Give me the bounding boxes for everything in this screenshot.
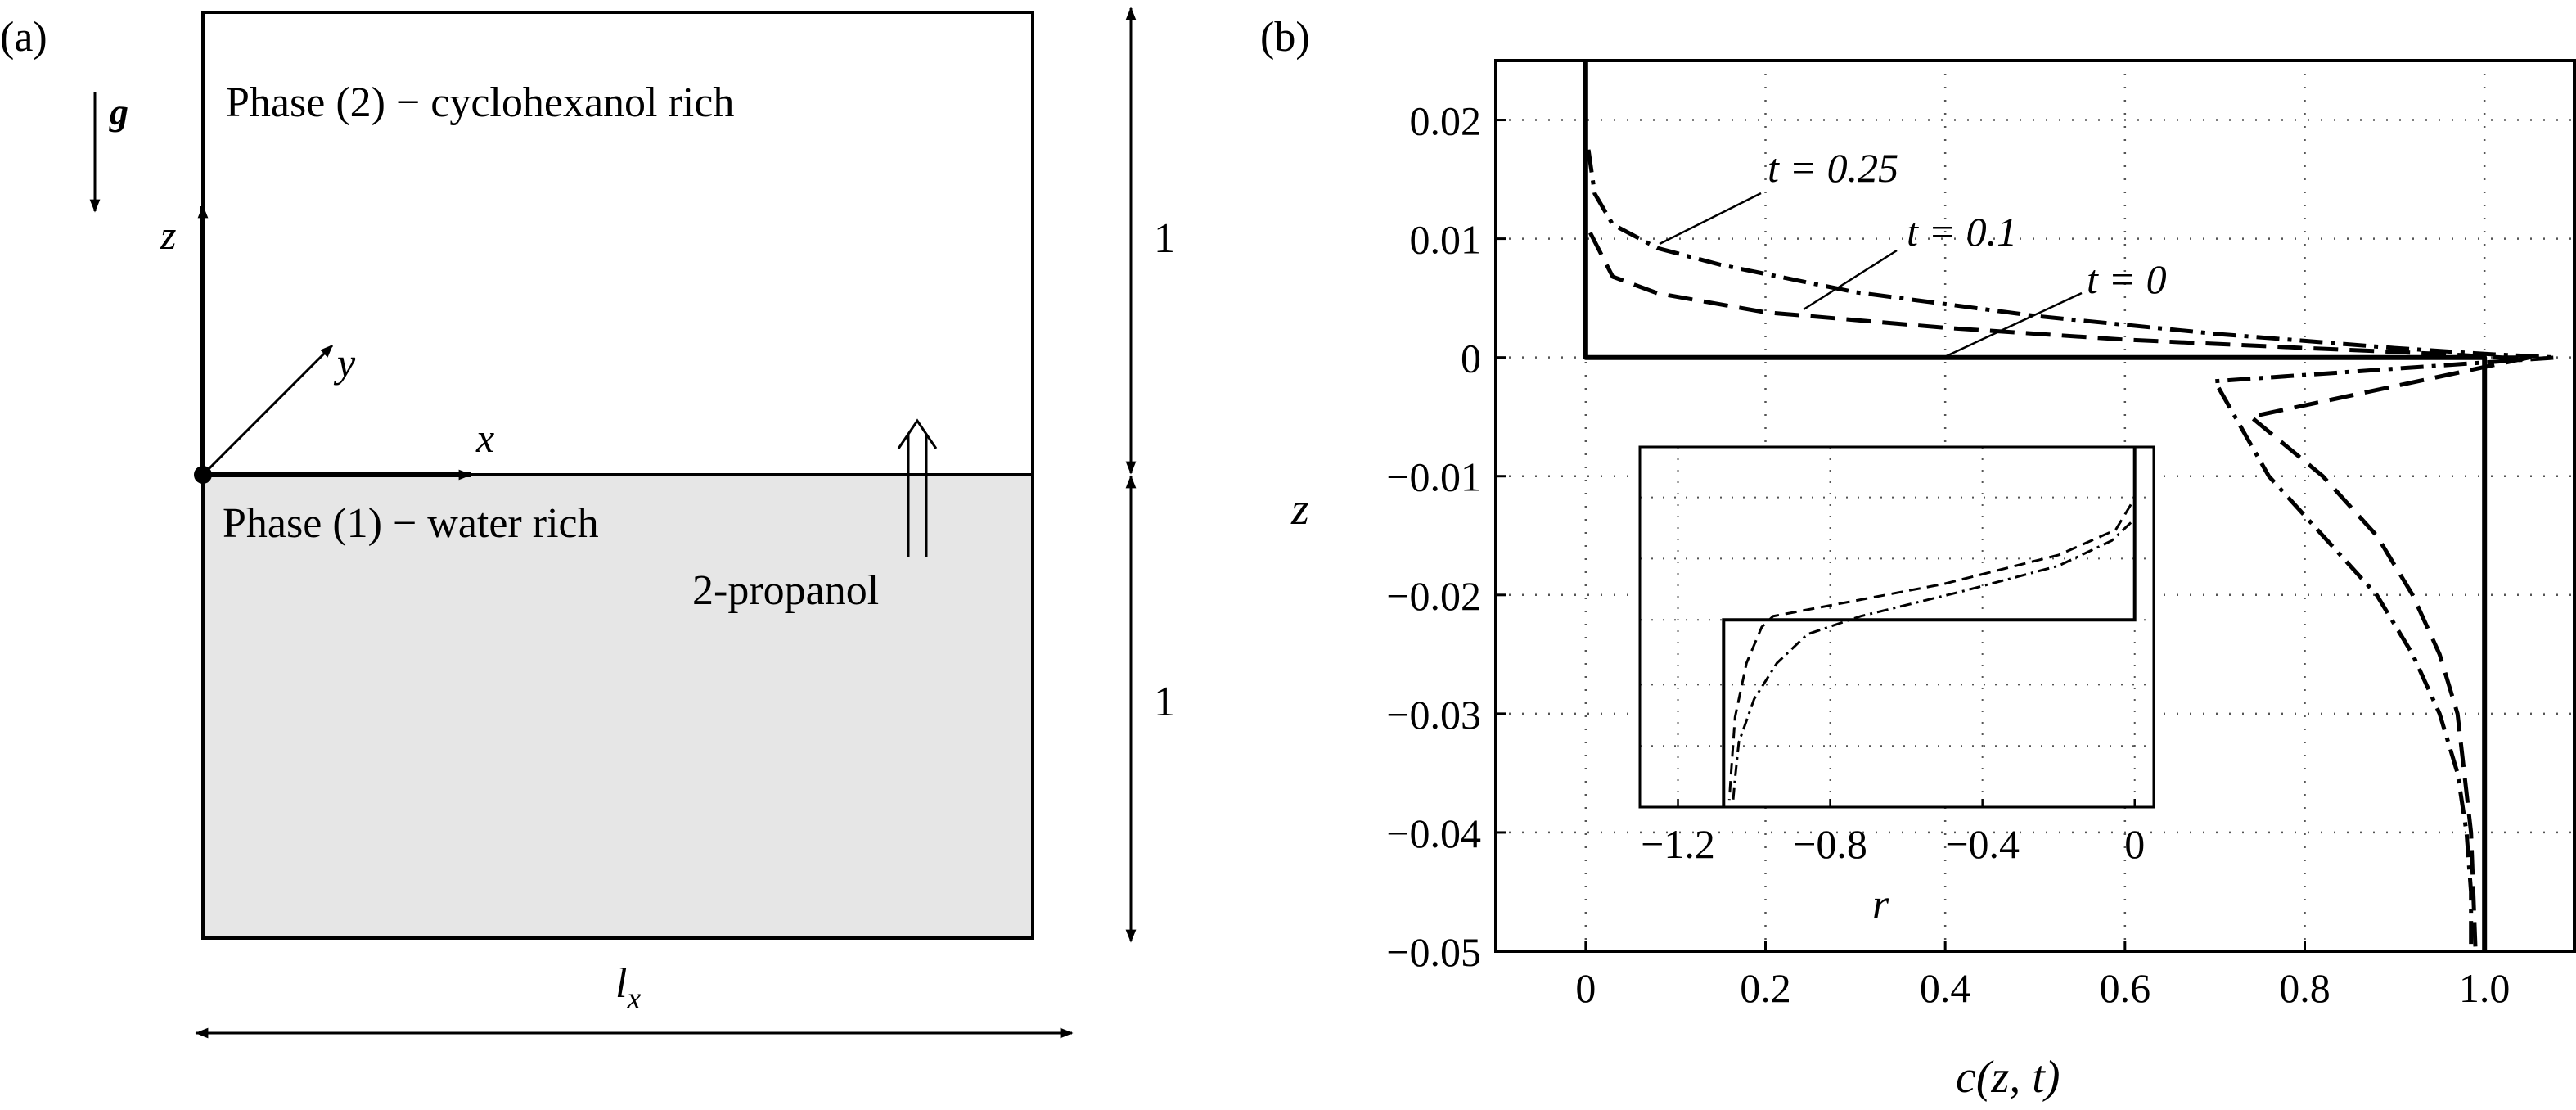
inset-series-line-t025 (1732, 521, 2132, 801)
inset-ticks: −1.2 −0.8 −0.4 0 (1641, 799, 2145, 867)
main-plot-frame (1494, 59, 2576, 953)
gravity-label: g (109, 91, 128, 133)
inset-x-tick-label: −1.2 (1641, 821, 1715, 867)
panel-b-label: (b) (1260, 14, 1310, 61)
width-label: lx (615, 960, 641, 1016)
inset-x-axis-title: r (1872, 882, 1889, 928)
panel-b: (b) 0 0.2 0.4 0.6 0.8 1.0 0.02 0.01 0 −0.01 −0.02 −… (1260, 14, 2576, 1103)
y-axis-arrow (201, 344, 334, 476)
annotation-t0: t = 0 (2087, 256, 2167, 302)
y-tick-label: −0.05 (1386, 929, 1481, 975)
annotation-leader-t01 (1803, 249, 1898, 311)
y-tick-label: −0.02 (1386, 573, 1481, 619)
panel-a: (a) g Phase (2) − cyclohexanol rich Phas… (0, 7, 1175, 1039)
lower-phase-region (203, 475, 1033, 938)
phase2-label: Phase (2) − cyclohexanol rich (226, 79, 734, 126)
propanol-arrow-head (897, 418, 938, 449)
z-axis-label: z (160, 212, 176, 258)
annotation-t01: t = 0.1 (1907, 209, 2017, 255)
annotation-leader-t0 (1940, 291, 2083, 360)
inset-series-line-t01 (1727, 503, 2132, 801)
panel-a-label: (a) (0, 14, 47, 61)
y-tick-label: 0.02 (1410, 98, 1482, 144)
y-tick-label: −0.04 (1386, 810, 1481, 856)
series-line-t0 (1583, 61, 2488, 951)
inset-x-tick-label: 0 (2124, 821, 2145, 867)
y-tick-label: 0 (1461, 336, 1481, 381)
y-tick-label: −0.03 (1386, 692, 1481, 738)
inset-frame (1638, 445, 2155, 809)
series-line-t01 (1588, 232, 2532, 952)
main-series (1583, 61, 2559, 952)
y-tick-label: 0.01 (1410, 217, 1482, 263)
y-axis-label: y (333, 340, 356, 386)
x-tick-label: 0.6 (2100, 965, 2151, 1011)
x-tick-label: 0.8 (2279, 965, 2331, 1011)
origin-dot (194, 466, 212, 484)
x-tick-label: 0.4 (1920, 965, 1971, 1011)
annotation-t025: t = 0.25 (1768, 145, 1898, 191)
inset-x-tick-label: −0.4 (1945, 821, 2020, 867)
x-axis-label: x (475, 415, 494, 461)
y-axis-title: z (1290, 484, 1309, 535)
series-line-t025 (1586, 149, 2559, 951)
inset-background (1640, 447, 2154, 807)
propanol-label: 2-propanol (692, 567, 879, 614)
inset-x-tick-label: −0.8 (1793, 821, 1867, 867)
y-tick-label: −0.01 (1386, 454, 1481, 500)
x-tick-label: 1.0 (2459, 965, 2511, 1011)
x-axis-title: c(z, t) (1956, 1052, 2060, 1103)
x-tick-label: 0.2 (1740, 965, 1791, 1011)
annotation-leader-t025 (1659, 192, 1762, 246)
phase1-label: Phase (1) − water rich (223, 500, 599, 547)
main-ticks: 0 0.2 0.4 0.6 0.8 1.0 0.02 0.01 0 −0.01 −0.02 −0.03… (1386, 98, 2510, 1011)
upper-height-label: 1 (1154, 215, 1175, 262)
x-tick-label: 0 (1575, 965, 1596, 1011)
inset-series-line-t0 (1722, 447, 2137, 807)
lower-height-label: 1 (1154, 679, 1175, 725)
inset-series (1722, 447, 2137, 807)
